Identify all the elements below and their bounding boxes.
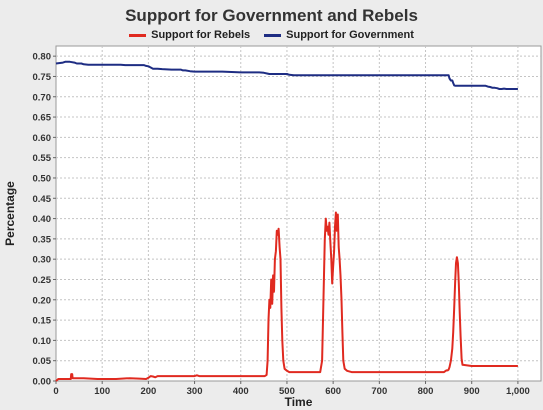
legend-swatch-government [264, 33, 282, 37]
y-axis-title: Percentage [3, 181, 17, 246]
y-tick-label: 0.00 [33, 377, 52, 388]
x-tick-label: 800 [418, 386, 434, 397]
x-tick-label: 300 [187, 386, 203, 397]
legend-label-rebels: Support for Rebels [151, 29, 251, 41]
series-line-government [55, 60, 518, 90]
x-tick-label: 100 [94, 386, 110, 397]
y-tick-label: 0.55 [33, 153, 52, 164]
y-tick-label: 0.75 [33, 72, 52, 83]
legend-label-government: Support for Government [286, 29, 414, 41]
y-tick-label: 0.05 [33, 356, 52, 367]
y-tick-label: 0.50 [33, 173, 52, 184]
x-tick-label: 700 [371, 386, 387, 397]
x-tick-label: 0 [53, 386, 58, 397]
y-tick-label: 0.45 [33, 194, 52, 205]
legend-item-rebels: Support for Rebels [129, 29, 250, 41]
legend-swatch-rebels [129, 33, 147, 37]
y-tick-label: 0.20 [33, 295, 52, 306]
y-tick-label: 0.70 [33, 92, 52, 103]
y-tick-label: 0.40 [33, 214, 52, 225]
chart-title: Support for Government and Rebels [125, 6, 418, 25]
legend-item-government: Support for Government [264, 29, 414, 41]
y-tick-label: 0.65 [33, 113, 52, 124]
y-tick-label: 0.25 [33, 275, 52, 286]
x-tick-label: 400 [233, 386, 249, 397]
y-tick-label: 0.10 [33, 336, 52, 347]
x-tick-label: 500 [279, 386, 295, 397]
y-tick-label: 0.80 [33, 52, 52, 63]
y-tick-label: 0.30 [33, 255, 52, 266]
x-tick-label: 200 [140, 386, 156, 397]
y-tick-label: 0.60 [33, 133, 52, 144]
x-tick-label: 1,000 [506, 386, 530, 397]
series-line-rebels [55, 211, 518, 382]
chart-legend: Support for Rebels Support for Governmen… [0, 29, 543, 41]
x-tick-label: 600 [325, 386, 341, 397]
y-tick-label: 0.35 [33, 234, 52, 245]
plot-background [55, 45, 542, 382]
y-tick-label: 0.15 [33, 316, 52, 327]
x-axis-title: Time [285, 395, 313, 409]
x-tick-label: 900 [464, 386, 480, 397]
